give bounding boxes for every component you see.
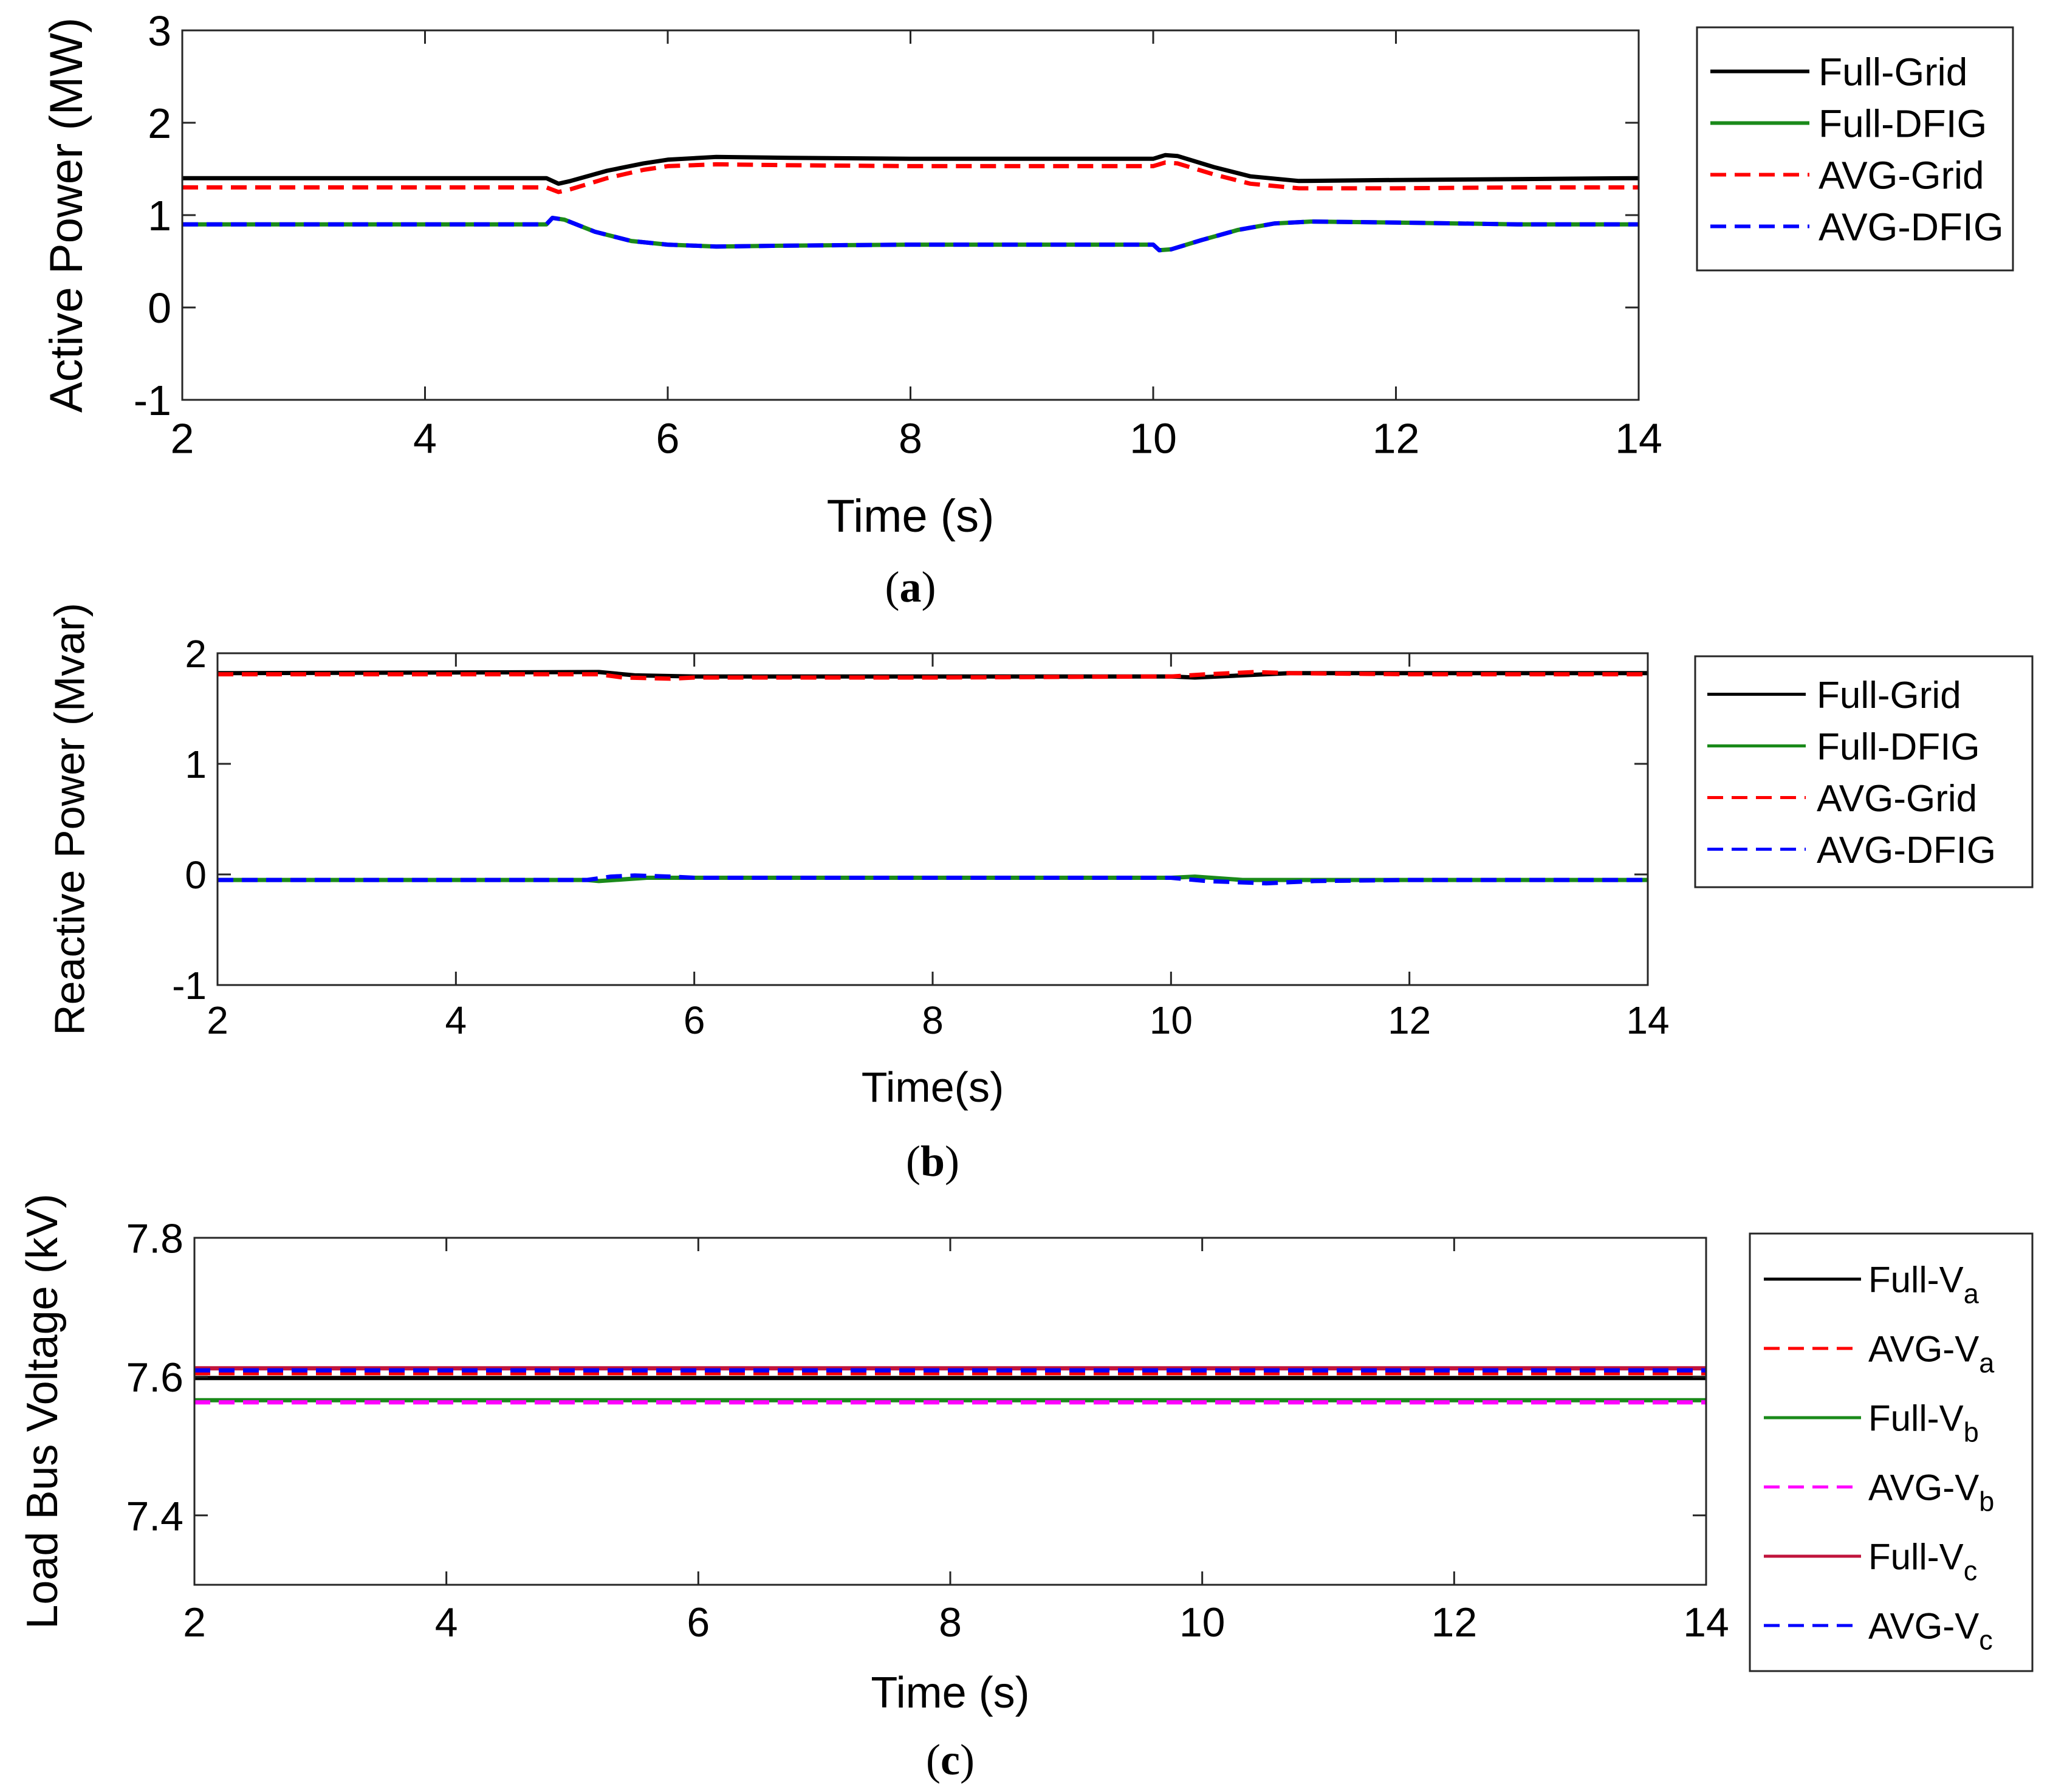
legend-label: AVG-Grid bbox=[1819, 154, 1984, 197]
y-tick-label: 2 bbox=[148, 100, 171, 147]
x-tick-label: 10 bbox=[1150, 998, 1193, 1042]
y-axis-label: Active Power (MW) bbox=[41, 18, 92, 413]
series-line-avg-grid bbox=[218, 670, 1648, 681]
legend-label-main: Full-Grid bbox=[1817, 675, 1961, 716]
plot-area bbox=[182, 30, 1639, 400]
legend-label-main: AVG-DFIG bbox=[1817, 829, 1996, 871]
legend-label: Full-Grid bbox=[1817, 675, 1961, 716]
x-tick-label: 6 bbox=[687, 1599, 710, 1646]
x-tick-label: 2 bbox=[171, 415, 194, 462]
series-group bbox=[194, 1366, 1706, 1405]
series-group bbox=[182, 153, 1639, 253]
legend-label-main: AVG-V bbox=[1868, 1468, 1979, 1508]
x-tick-label: 4 bbox=[435, 1599, 458, 1646]
legend-label: AVG-Vc bbox=[1868, 1606, 1993, 1656]
legend-box bbox=[1749, 1232, 2034, 1672]
panel-label: (c) bbox=[926, 1735, 975, 1784]
legend-label: AVG-Va bbox=[1868, 1329, 1995, 1379]
x-tick-label: 14 bbox=[1626, 998, 1669, 1042]
panel-label: (a) bbox=[885, 563, 936, 611]
x-tick-label: 2 bbox=[207, 998, 228, 1042]
x-tick-label: 8 bbox=[939, 1599, 962, 1646]
panel-letter: b bbox=[920, 1137, 945, 1186]
legend-label: Full-Vb bbox=[1868, 1398, 1979, 1448]
legend-label-subscript: c bbox=[1979, 1625, 1993, 1656]
y-tick-label: 7.4 bbox=[126, 1493, 183, 1539]
legend-label-subscript: b bbox=[1979, 1486, 1994, 1517]
legend-label: Full-Vc bbox=[1868, 1537, 1977, 1587]
legend-label: AVG-DFIG bbox=[1819, 205, 2004, 249]
legend-label-main: Full-V bbox=[1868, 1260, 1964, 1300]
legend: Full-Grid Full-DFIG AVG-Grid AVG-DFIG bbox=[1694, 655, 2034, 888]
x-tick-label: 8 bbox=[899, 415, 922, 462]
x-tick-label: 4 bbox=[413, 415, 437, 462]
series-line-avg-dfig bbox=[182, 216, 1639, 253]
x-axis-label: Time(s) bbox=[862, 1063, 1004, 1111]
legend-label: Full-Va bbox=[1868, 1260, 1980, 1310]
x-tick-label: 6 bbox=[656, 415, 680, 462]
legend-label-main: Full-Grid bbox=[1819, 50, 1967, 94]
panel-letter: a bbox=[900, 563, 922, 611]
legend-label: Full-DFIG bbox=[1817, 726, 1980, 768]
legend-label-main: AVG-Grid bbox=[1817, 778, 1977, 820]
y-tick-label: 0 bbox=[185, 853, 207, 897]
x-tick-label: 14 bbox=[1683, 1599, 1729, 1646]
y-tick-label: 1 bbox=[185, 743, 207, 786]
plot-area bbox=[218, 653, 1648, 985]
chart-panel-c: 2 4 6 8 10 12 14 7.4 7.6 7.8 Time (s) Load Bus Volt… bbox=[18, 1193, 2034, 1784]
plot-area bbox=[194, 1238, 1706, 1585]
legend-label-subscript: c bbox=[1964, 1556, 1978, 1587]
legend-label-main: Full-DFIG bbox=[1819, 102, 1987, 146]
legend-label: AVG-DFIG bbox=[1817, 829, 1996, 871]
x-tick-label: 6 bbox=[684, 998, 705, 1042]
legend-label-main: Full-V bbox=[1868, 1537, 1964, 1577]
series-line-full-grid bbox=[182, 153, 1639, 186]
legend: Full-Grid Full-DFIG AVG-Grid AVG-DFIG bbox=[1696, 26, 2014, 272]
legend-label-main: Full-DFIG bbox=[1817, 726, 1980, 768]
legend-label-main: AVG-V bbox=[1868, 1606, 1979, 1647]
y-tick-label: 2 bbox=[185, 632, 207, 676]
legend-label: AVG-Grid bbox=[1817, 778, 1977, 820]
x-tick-label: 4 bbox=[445, 998, 467, 1042]
y-tick-label: -1 bbox=[134, 377, 171, 424]
x-tick-label: 8 bbox=[922, 998, 944, 1042]
series-group bbox=[218, 670, 1648, 886]
legend-label: Full-Grid bbox=[1819, 50, 1967, 94]
legend-label-subscript: a bbox=[1979, 1348, 1995, 1379]
y-tick-label: 0 bbox=[148, 284, 171, 332]
y-tick-label: 7.8 bbox=[126, 1215, 183, 1262]
legend-box bbox=[1696, 26, 2014, 272]
series-line-avg-grid bbox=[182, 160, 1639, 194]
legend-label-main: AVG-DFIG bbox=[1819, 205, 2004, 249]
legend-label-main: AVG-Grid bbox=[1819, 154, 1984, 197]
x-tick-label: 14 bbox=[1615, 415, 1662, 462]
y-tick-label: 3 bbox=[148, 7, 171, 55]
legend-label-main: AVG-V bbox=[1868, 1329, 1979, 1370]
panel-label: (b) bbox=[906, 1137, 959, 1186]
legend-label: AVG-Vb bbox=[1868, 1468, 1994, 1517]
legend-label-subscript: a bbox=[1964, 1279, 1980, 1310]
legend-label-main: Full-V bbox=[1868, 1398, 1964, 1439]
x-tick-label: 10 bbox=[1179, 1599, 1226, 1646]
legend-label: Full-DFIG bbox=[1819, 102, 1987, 146]
x-tick-label: 12 bbox=[1388, 998, 1431, 1042]
y-axis-label: Reactive Power (Mvar) bbox=[46, 603, 93, 1035]
x-tick-label: 12 bbox=[1431, 1599, 1478, 1646]
x-axis-label: Time (s) bbox=[871, 1669, 1029, 1717]
x-tick-label: 2 bbox=[183, 1599, 206, 1646]
x-tick-label: 10 bbox=[1130, 415, 1177, 462]
series-line-avg-dfig bbox=[218, 873, 1648, 886]
y-axis-label: Load Bus Voltage (kV) bbox=[18, 1193, 67, 1629]
y-tick-label: 1 bbox=[148, 192, 171, 239]
legend-label-subscript: b bbox=[1964, 1417, 1979, 1448]
panel-letter: c bbox=[941, 1735, 960, 1784]
y-tick-label: 7.6 bbox=[126, 1354, 183, 1401]
y-tick-label: -1 bbox=[172, 964, 207, 1008]
x-axis-label: Time (s) bbox=[827, 490, 995, 542]
x-tick-label: 12 bbox=[1373, 415, 1420, 462]
